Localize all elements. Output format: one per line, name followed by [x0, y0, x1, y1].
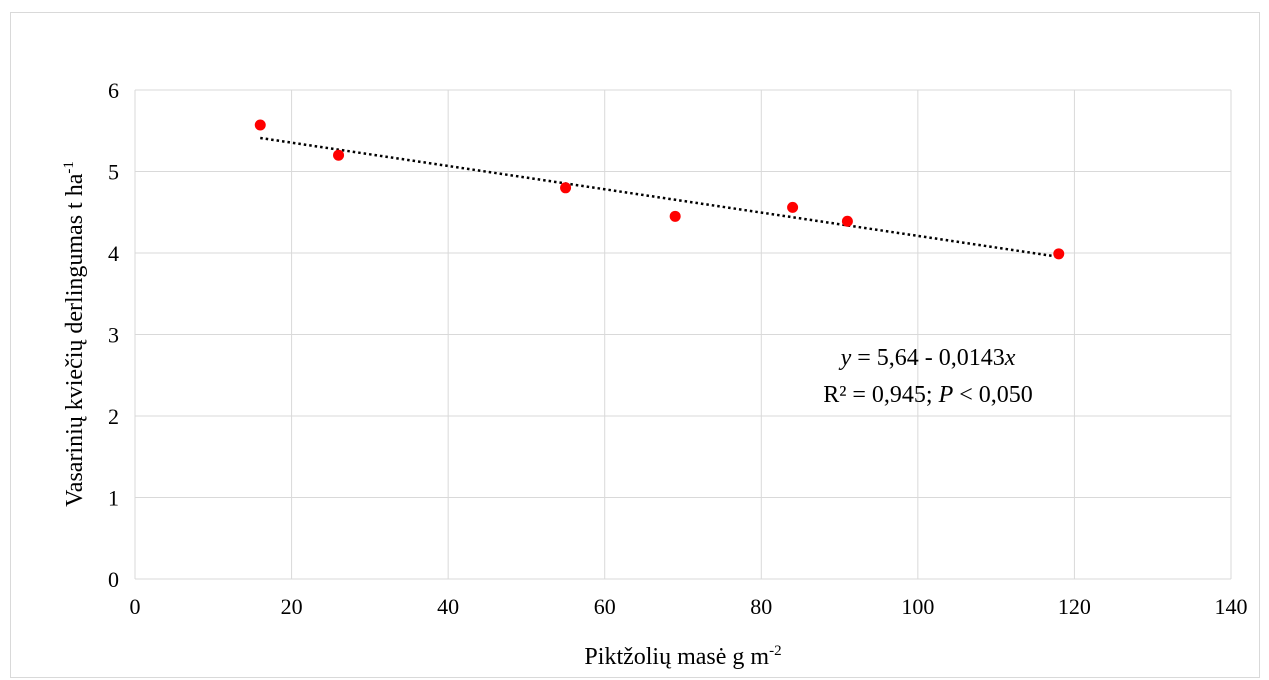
- y-tick-label: 5: [108, 160, 119, 185]
- y-axis-title-text: Vasarinių kviečių derlingumas t ha: [62, 173, 88, 507]
- p-value-text: < 0,050: [953, 382, 1033, 408]
- y-axis-title-superscript: -1: [61, 161, 77, 174]
- y-tick-label: 2: [108, 404, 119, 429]
- chart-frame: [10, 12, 1260, 678]
- data-point: [333, 149, 345, 161]
- equation-body: = 5,64 - 0,0143: [851, 345, 1005, 371]
- x-tick-label: 80: [750, 594, 772, 619]
- trendline-group: [260, 136, 1059, 259]
- y-tick-label: 6: [108, 78, 119, 103]
- data-point: [1053, 248, 1065, 260]
- x-tick-label: 120: [1058, 594, 1091, 619]
- p-symbol: P: [938, 382, 954, 408]
- y-tick-label: 0: [108, 567, 119, 592]
- x-tick-label: 0: [130, 594, 141, 619]
- x-axis-title-text: Piktžolių masė g m: [584, 644, 769, 670]
- data-point: [841, 215, 853, 227]
- y-axis-title: Vasarinių kviečių derlingumas t ha-1: [61, 161, 88, 507]
- x-axis-title: Piktžolių masė g m-2: [584, 643, 781, 670]
- equation-y-symbol: y: [839, 345, 852, 371]
- data-points: [254, 119, 1065, 260]
- data-point: [254, 119, 266, 131]
- y-tick-label: 4: [108, 241, 119, 266]
- x-tick-label: 140: [1215, 594, 1248, 619]
- tick-labels: 0 20 40 60 80 100 120 140 0 1 2 3 4 5 6: [108, 78, 1248, 619]
- x-tick-label: 40: [437, 594, 459, 619]
- x-tick-label: 20: [281, 594, 303, 619]
- x-tick-label: 60: [594, 594, 616, 619]
- y-tick-label: 1: [108, 486, 119, 511]
- equation-x-symbol: x: [1004, 345, 1016, 371]
- trendline: [260, 136, 1059, 259]
- r-squared-text: R² = 0,945;: [823, 382, 938, 408]
- data-point: [787, 201, 799, 213]
- regression-equation: y = 5,64 - 0,0143x: [839, 345, 1016, 371]
- x-axis-title-superscript: -2: [769, 643, 782, 659]
- regression-statistics: R² = 0,945; P < 0,050: [823, 382, 1033, 408]
- data-point: [669, 210, 681, 222]
- x-tick-label: 100: [901, 594, 934, 619]
- grid-lines: [134, 89, 1232, 580]
- y-tick-label: 3: [108, 323, 119, 348]
- data-point: [560, 182, 572, 194]
